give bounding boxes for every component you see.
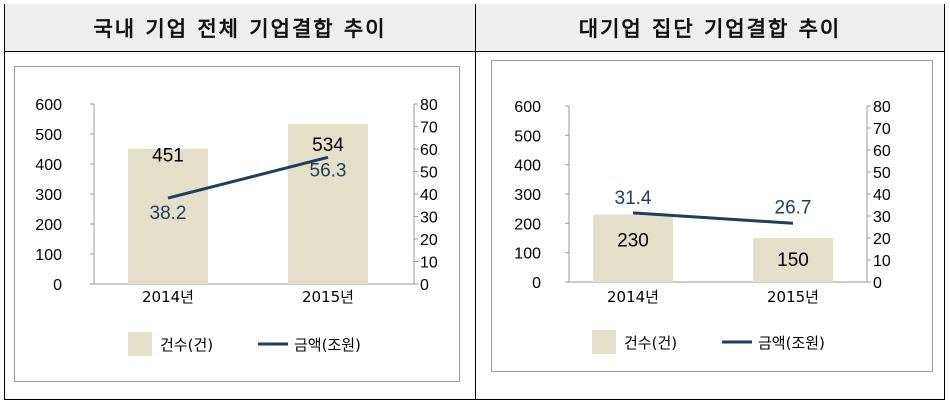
right-tick-label: 50 [420,165,438,182]
right-tick-label: 0 [873,275,882,292]
line-data-label: 56.3 [310,160,347,181]
right-tick-label: 10 [420,255,438,272]
right-tick-label: 70 [873,121,891,138]
bar [128,148,208,284]
left-tick-label: 0 [53,277,62,294]
right-tick-label: 10 [873,253,891,270]
line-data-label: 31.4 [615,188,652,209]
bar-data-label: 534 [312,135,344,156]
right-tick-label: 20 [873,231,891,248]
line-series [167,155,329,200]
legend-label-bar: 건수(건) [160,336,213,354]
chart-frame-right [491,60,933,372]
right-tick-label: 30 [873,209,891,226]
panel-divider [475,4,476,400]
x-tick-label: 2014년 [142,288,194,306]
bar [753,238,833,282]
line-data-label: 26.7 [775,197,812,218]
left-tick-label: 100 [35,247,62,264]
chart-title-right: 대기업 집단 기업결합 추이 [476,4,944,52]
right-tick-label: 40 [420,187,438,204]
legend-bar-swatch [128,332,152,356]
chart-right: 0 100 200 300 400 500 600 0 10 20 30 40 50 60 70 80 230 1… [514,99,891,354]
chart-left: 0 100 200 300 400 500 600 0 10 20 30 40 50 60 70 80 451 5… [35,97,438,356]
x-tick-label: 2015년 [767,288,819,306]
left-tick-label: 200 [35,217,62,234]
right-tick-label: 0 [420,277,429,294]
right-tick-label: 50 [873,165,891,182]
chart-frame-left [14,66,460,382]
left-tick-label: 0 [532,275,541,292]
legend-label-line: 금액(조원) [758,334,825,352]
left-tick-label: 300 [514,187,541,204]
right-tick-label: 20 [420,232,438,249]
right-tick-label: 30 [420,210,438,227]
right-tick-label: 60 [420,142,438,159]
line-series [632,211,794,225]
bar-data-label: 230 [617,231,649,252]
right-tick-label: 80 [873,99,891,116]
x-tick-label: 2015년 [302,288,354,306]
left-tick-label: 100 [514,246,541,263]
right-tick-label: 40 [873,187,891,204]
legend-bar-swatch [592,330,616,354]
legend-label-bar: 건수(건) [624,334,677,352]
bar [593,214,673,282]
line-data-label: 38.2 [150,203,187,224]
left-tick-label: 500 [35,127,62,144]
legend-label-line: 금액(조원) [294,336,361,354]
chart-title-left: 국내 기업 전체 기업결합 추이 [5,4,475,52]
left-tick-label: 400 [35,157,62,174]
right-tick-label: 70 [420,120,438,137]
right-tick-label: 80 [420,97,438,114]
left-tick-label: 300 [35,187,62,204]
right-tick-label: 60 [873,143,891,160]
bar-data-label: 451 [152,146,184,167]
left-tick-label: 600 [514,99,541,116]
left-tick-label: 200 [514,216,541,233]
bar [288,123,368,284]
left-tick-label: 600 [35,97,62,114]
left-tick-label: 500 [514,128,541,145]
x-tick-label: 2014년 [607,288,659,306]
left-tick-label: 400 [514,158,541,175]
bar-data-label: 150 [777,250,809,271]
